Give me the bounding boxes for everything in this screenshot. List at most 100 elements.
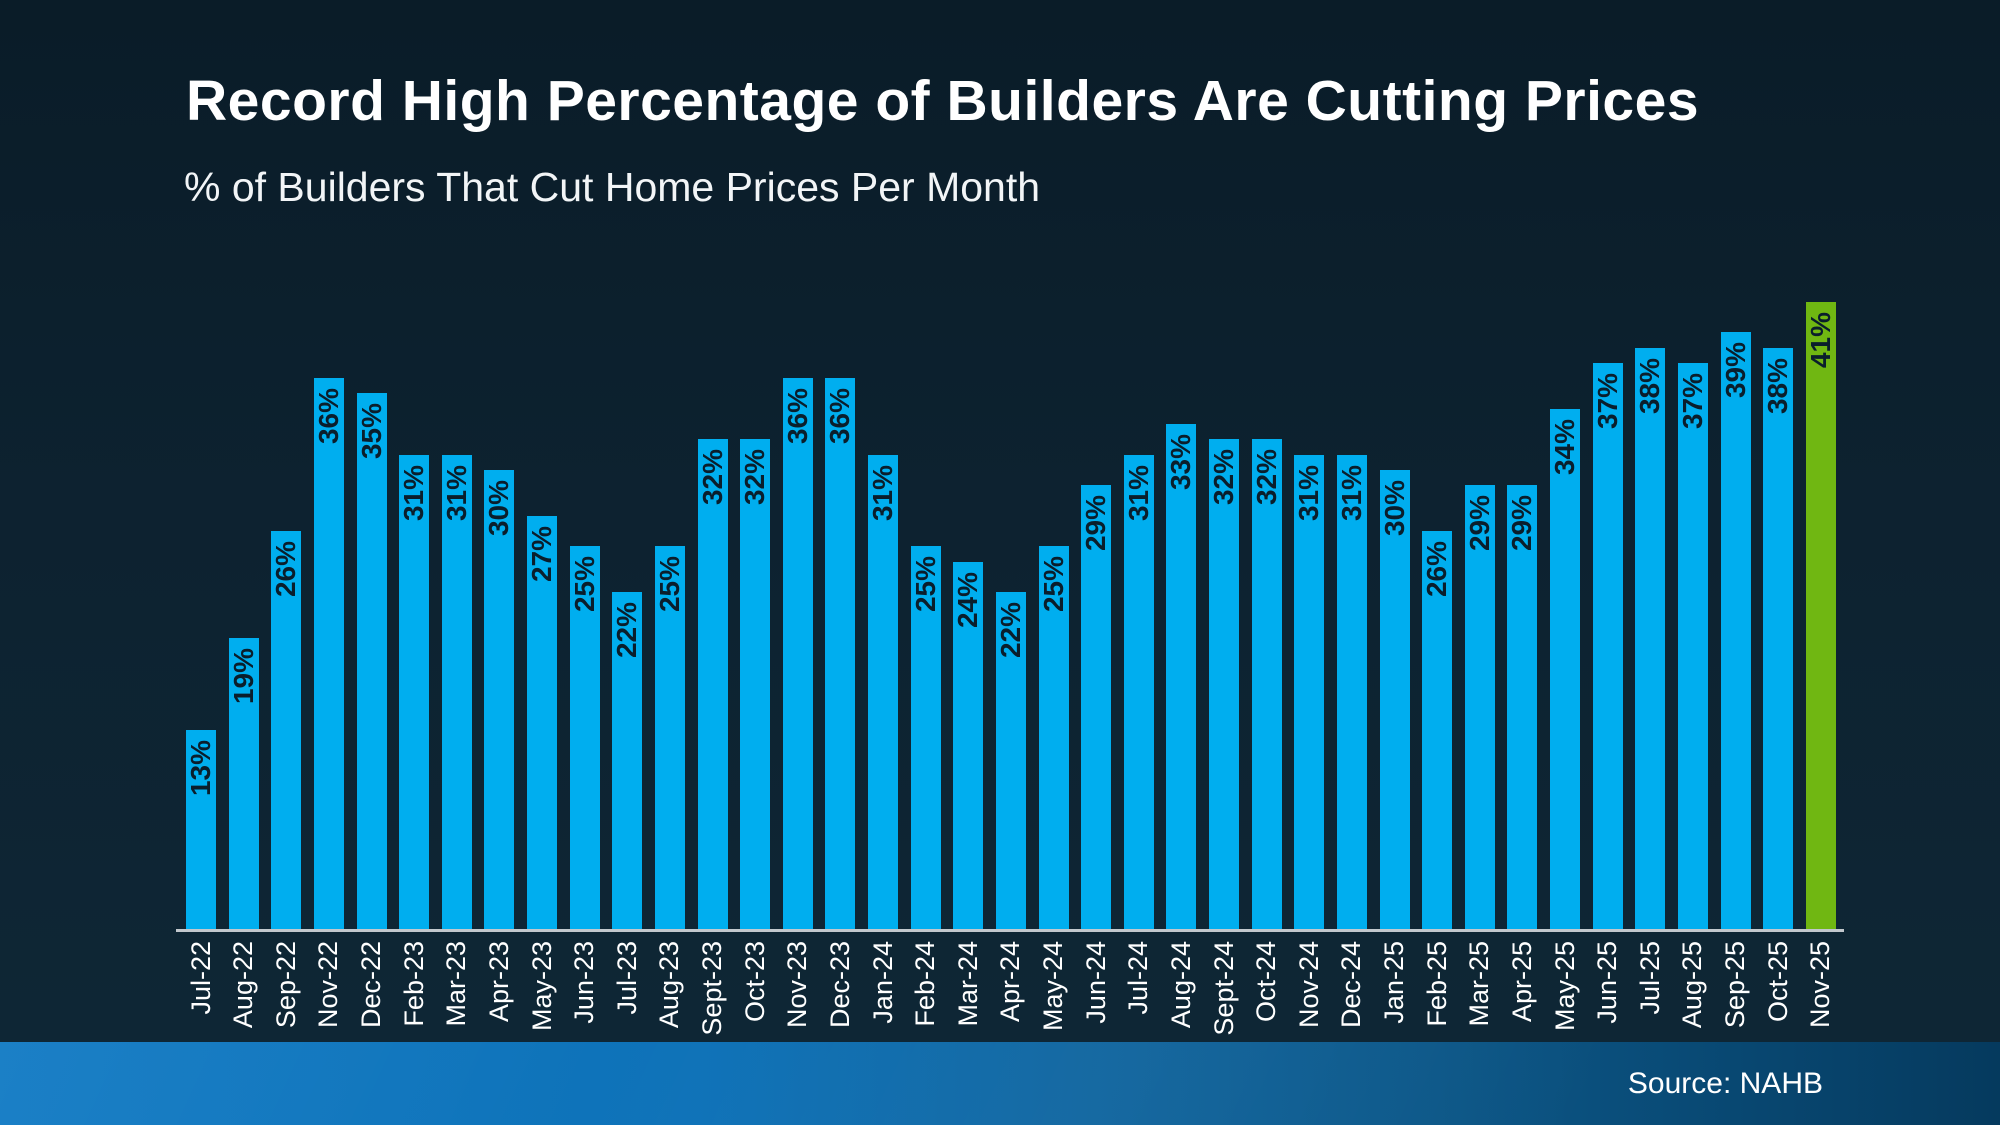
bar-value-label: 36% — [824, 388, 856, 445]
x-axis-label: Jan-25 — [1379, 941, 1409, 1024]
bar-value-label: 30% — [483, 480, 515, 537]
x-axis-labels: Jul-22 Aug-22 Sep-22 Nov-22 Dec-22 Feb-23 Mar-… — [186, 941, 1836, 1037]
bar-value-label: 25% — [568, 556, 600, 613]
bar: 36% — [824, 378, 856, 929]
x-axis-label: Mar-23 — [441, 941, 472, 1027]
bar-value-label: 29% — [1506, 495, 1538, 552]
bar: 31% — [398, 455, 430, 929]
x-axis-label: Sep-25 — [1720, 941, 1750, 1029]
bar: 32% — [739, 439, 771, 929]
bar: 24% — [952, 562, 984, 929]
bar-value-label: 31% — [440, 465, 472, 522]
bar-value-label: 36% — [781, 388, 813, 445]
x-axis-label: Jun-25 — [1592, 941, 1623, 1024]
bar: 19% — [227, 638, 259, 929]
bar-value-label: 26% — [270, 541, 302, 598]
bar-value-label: 38% — [1634, 358, 1666, 415]
bar-value-label: 35% — [355, 403, 387, 460]
x-axis-label: Jul-22 — [185, 941, 216, 1015]
bar-value-label: 32% — [1208, 449, 1239, 506]
bar-value-label: 39% — [1719, 342, 1751, 399]
x-axis-label: Nov-24 — [1293, 941, 1324, 1029]
bar: 26% — [270, 531, 302, 929]
bar: 36% — [781, 378, 813, 929]
bar: 35% — [355, 393, 387, 929]
bar: 41% — [1804, 302, 1836, 929]
x-axis-label: Sept-23 — [697, 941, 727, 1036]
bar: 32% — [1250, 439, 1282, 929]
bar: 31% — [1335, 455, 1367, 929]
bar: 29% — [1080, 485, 1112, 929]
bar-value-label: 25% — [909, 556, 941, 613]
x-axis-label: Apr-24 — [995, 941, 1026, 1023]
bar: 38% — [1634, 348, 1666, 929]
bar: 25% — [1037, 546, 1069, 929]
bar-value-label: 32% — [696, 449, 728, 506]
bar-value-label: 32% — [1250, 449, 1282, 506]
x-axis-label: Sept-24 — [1208, 941, 1239, 1036]
bar: 34% — [1549, 409, 1580, 929]
bar-value-label: 31% — [1335, 465, 1367, 522]
bar: 29% — [1506, 485, 1538, 929]
bar-value-label: 37% — [1591, 373, 1623, 430]
x-axis-label: Apr-25 — [1506, 941, 1537, 1023]
bar: 31% — [440, 455, 472, 929]
bar-value-label: 29% — [1463, 495, 1495, 552]
bar: 33% — [1165, 424, 1197, 929]
x-axis-label: Aug-23 — [654, 941, 685, 1029]
bar-value-label: 31% — [867, 465, 898, 522]
x-axis-label: Aug-24 — [1165, 941, 1196, 1029]
bar: 37% — [1591, 363, 1623, 929]
x-axis-label: Oct-24 — [1251, 941, 1282, 1023]
bar: 22% — [995, 592, 1026, 929]
bar: 39% — [1719, 332, 1751, 929]
bar-value-label: 27% — [526, 526, 557, 583]
x-axis-label: Jan-24 — [867, 941, 898, 1024]
bar-value-label: 25% — [1037, 556, 1069, 613]
x-axis-label: Sep-22 — [270, 941, 301, 1029]
x-axis-label: Jun-24 — [1080, 941, 1111, 1024]
x-axis-label: Dec-24 — [1336, 941, 1367, 1029]
bar: 29% — [1463, 485, 1495, 929]
bars-container: 13% 19% 26% 36% 35% 31% 31% 30% 27% 25% 22% 25% 32% 3… — [185, 0, 1836, 929]
bar-value-label: 31% — [1293, 465, 1325, 522]
bar-value-label: 33% — [1165, 434, 1197, 491]
bar-value-label: 25% — [653, 556, 685, 613]
bar-value-label: 13% — [185, 740, 216, 797]
bar: 26% — [1421, 531, 1453, 929]
x-axis-label: Dec-22 — [356, 941, 386, 1029]
x-axis-label: May-23 — [526, 941, 557, 1032]
bar-value-label: 30% — [1378, 480, 1410, 537]
bar-value-label: 29% — [1080, 495, 1112, 552]
x-axis-label: Feb-25 — [1421, 941, 1452, 1027]
bar: 37% — [1677, 363, 1708, 929]
bar-value-label: 41% — [1804, 312, 1836, 369]
bar: 30% — [483, 470, 515, 929]
x-axis-label: Nov-22 — [313, 941, 344, 1029]
x-axis-label: May-25 — [1549, 941, 1580, 1032]
bar-value-label: 36% — [312, 388, 344, 445]
x-axis-label: Aug-22 — [228, 941, 259, 1029]
x-axis-label: Mar-24 — [952, 941, 983, 1027]
bar: 36% — [312, 378, 344, 929]
bar-value-label: 31% — [398, 465, 430, 522]
x-axis-label: Jun-23 — [569, 941, 600, 1024]
bar: 38% — [1762, 348, 1794, 929]
x-axis-label: Nov-23 — [782, 941, 813, 1029]
x-axis-label: May-24 — [1038, 941, 1068, 1032]
bar: 31% — [1123, 455, 1154, 929]
bar-value-label: 19% — [227, 648, 259, 705]
x-axis-label: Mar-25 — [1464, 941, 1495, 1027]
x-axis-label: Dec-23 — [824, 941, 855, 1029]
bar-chart: Record High Percentage of Builders Are C… — [176, 0, 1844, 1037]
x-axis-label: Jul-24 — [1123, 941, 1154, 1015]
x-axis-line — [176, 929, 1844, 932]
x-axis-label: Nov-25 — [1805, 941, 1836, 1029]
x-axis-label: Oct-25 — [1762, 941, 1793, 1023]
bar: 25% — [653, 546, 685, 929]
x-axis-label: Oct-23 — [739, 941, 770, 1023]
bar-value-label: 24% — [952, 572, 984, 629]
x-axis-label: Feb-24 — [910, 941, 941, 1027]
bar: 27% — [526, 516, 557, 929]
x-axis-label: Feb-23 — [398, 941, 429, 1027]
